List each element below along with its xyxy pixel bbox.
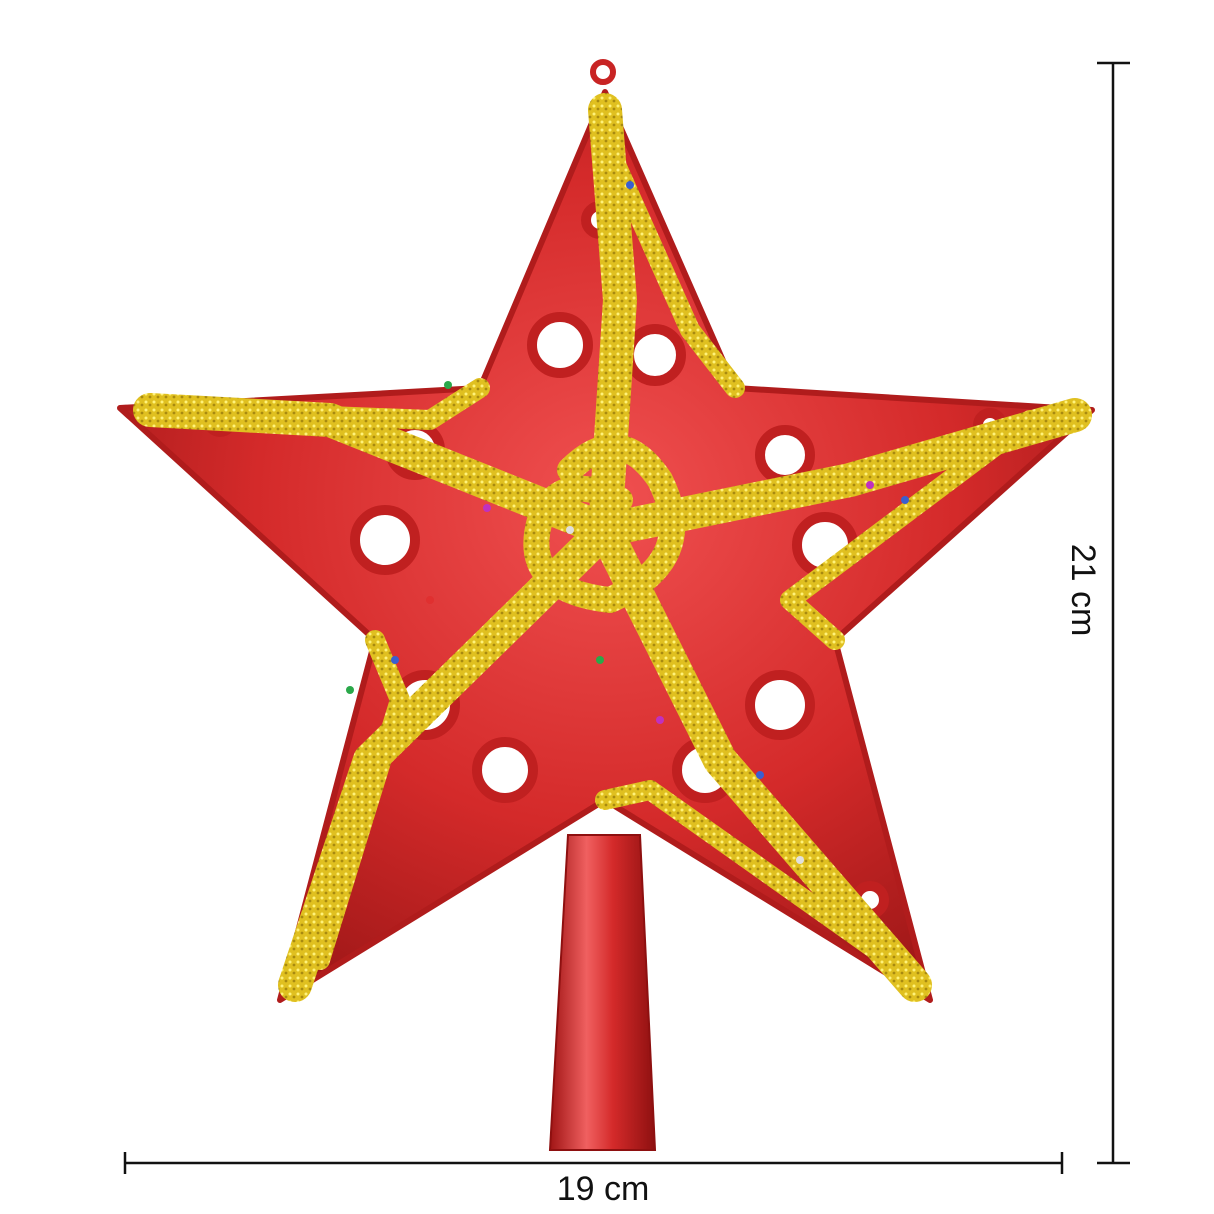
glitter-decoration bbox=[133, 93, 1092, 1002]
height-dimension bbox=[1097, 61, 1130, 1165]
star-filigree bbox=[203, 201, 1007, 919]
width-label: 19 cm bbox=[557, 1170, 650, 1208]
width-dimension bbox=[123, 1152, 1064, 1174]
sequins bbox=[346, 181, 909, 864]
topper-base-cone bbox=[548, 834, 657, 1151]
height-label: 21 cm bbox=[1064, 544, 1102, 637]
hanging-loop bbox=[590, 59, 616, 85]
